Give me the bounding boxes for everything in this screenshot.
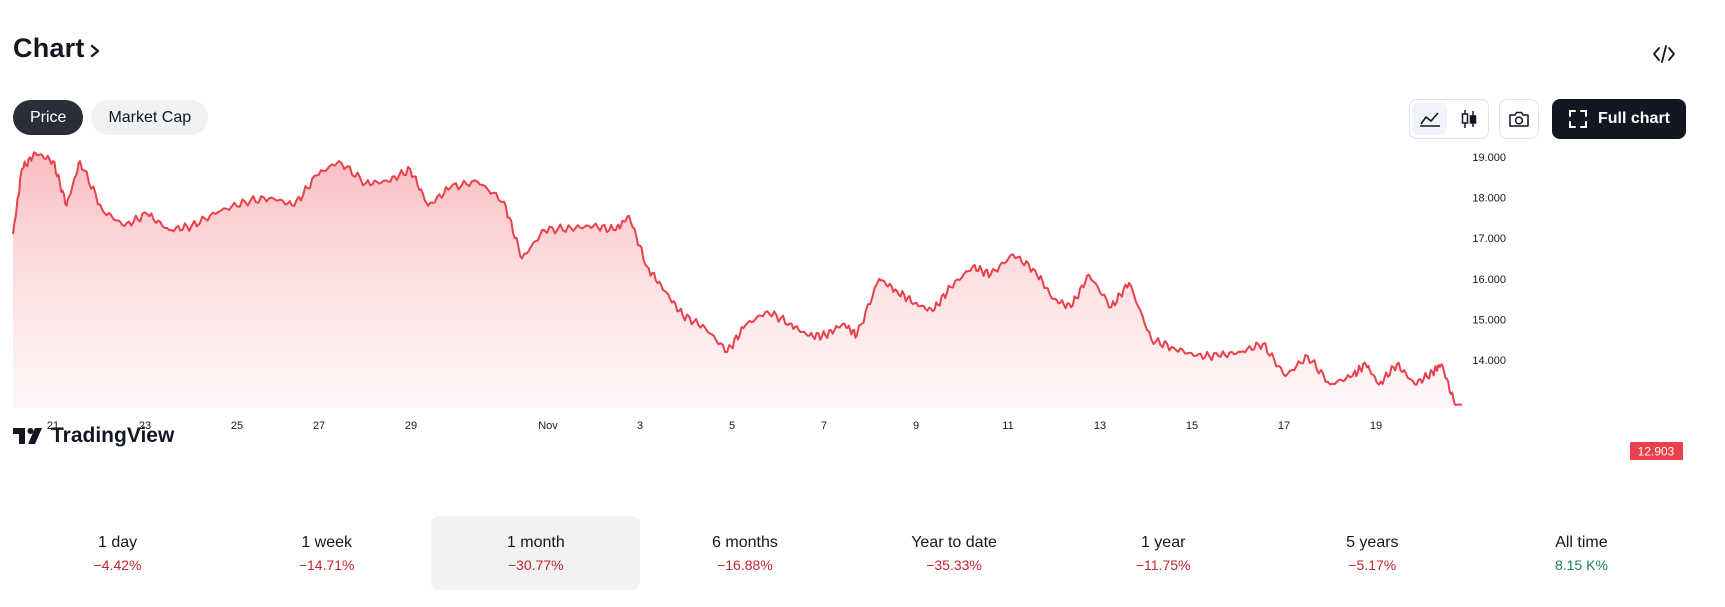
fullscreen-icon bbox=[1568, 110, 1587, 128]
period-change: −4.42% bbox=[93, 556, 142, 573]
tradingview-logo-icon bbox=[13, 428, 42, 444]
x-tick-label: 15 bbox=[1186, 420, 1198, 432]
period-change: −11.75% bbox=[1135, 556, 1191, 573]
chart-header: Chart bbox=[13, 33, 101, 64]
chart-mode-tabs: Price Market Cap bbox=[13, 100, 209, 135]
period-label: 1 day bbox=[97, 533, 138, 551]
x-tick-label: 29 bbox=[405, 420, 417, 432]
period-label: All time bbox=[1555, 533, 1608, 551]
y-tick-label: 18.000 bbox=[1472, 193, 1506, 205]
x-tick-label: 21 bbox=[47, 420, 59, 432]
period-1-year[interactable]: 1 year −11.75% bbox=[1059, 516, 1268, 590]
x-tick-label: 5 bbox=[729, 420, 735, 432]
full-chart-label: Full chart bbox=[1597, 110, 1670, 127]
period-label: 5 years bbox=[1346, 533, 1399, 551]
x-tick-label: 7 bbox=[821, 420, 827, 432]
tab-market-cap[interactable]: Market Cap bbox=[91, 100, 209, 135]
x-tick-label: 3 bbox=[637, 420, 643, 432]
period-label: 1 year bbox=[1140, 533, 1186, 551]
period-5-years[interactable]: 5 years −5.17% bbox=[1268, 516, 1477, 590]
area-chart-icon bbox=[1419, 112, 1440, 127]
page-title: Chart bbox=[13, 33, 85, 63]
y-tick-label: 17.000 bbox=[1472, 233, 1506, 245]
period-change: −35.33% bbox=[926, 556, 982, 573]
candlestick-icon bbox=[1461, 110, 1476, 128]
period-1-day[interactable]: 1 day −4.42% bbox=[13, 516, 222, 590]
screenshot-button[interactable] bbox=[1499, 99, 1539, 139]
x-axis: 21 23 25 27 29 Nov 3 5 7 9 11 13 15 17 19 bbox=[47, 420, 1382, 432]
period-all-time[interactable]: All time 8.15 K% bbox=[1477, 516, 1686, 590]
period-label: 1 month bbox=[506, 533, 565, 551]
tab-price[interactable]: Price bbox=[13, 100, 84, 135]
x-tick-label: 13 bbox=[1094, 420, 1106, 432]
full-chart-button[interactable]: Full chart bbox=[1552, 99, 1686, 139]
period-change: −30.77% bbox=[507, 556, 564, 573]
candlestick-button[interactable] bbox=[1451, 103, 1486, 135]
period-label: Year to date bbox=[911, 533, 997, 551]
y-axis: 19.000 18.000 17.000 16.000 15.000 14.000 bbox=[1472, 152, 1506, 367]
tradingview-logo-text: TradingView bbox=[51, 424, 175, 447]
period-change: −14.71% bbox=[298, 556, 355, 573]
last-value-label: 12.903 bbox=[1638, 445, 1675, 459]
x-tick-label: Nov bbox=[538, 420, 558, 432]
period-1-week[interactable]: 1 week −14.71% bbox=[222, 516, 431, 590]
x-tick-label: 11 bbox=[1002, 420, 1013, 432]
price-series-line bbox=[12, 151, 1463, 406]
period-year-to-date[interactable]: Year to date −35.33% bbox=[850, 516, 1059, 590]
y-tick-label: 15.000 bbox=[1472, 314, 1506, 326]
x-tick-label: 19 bbox=[1370, 420, 1382, 432]
x-tick-label: 23 bbox=[139, 420, 151, 432]
period-change: −5.17% bbox=[1348, 556, 1397, 573]
area-chart-button[interactable] bbox=[1412, 103, 1447, 135]
period-change: 8.15 K% bbox=[1554, 556, 1608, 573]
x-tick-label: 27 bbox=[313, 420, 325, 432]
tradingview-logo: TradingView bbox=[13, 424, 174, 448]
period-6-months[interactable]: 6 months −16.88% bbox=[640, 516, 849, 590]
embed-code-icon[interactable] bbox=[1652, 42, 1676, 66]
period-change: −16.88% bbox=[717, 556, 773, 573]
last-value-marker: 12.903 bbox=[1630, 442, 1683, 460]
x-tick-label: 9 bbox=[913, 420, 919, 432]
period-label: 1 week bbox=[301, 533, 353, 551]
y-tick-label: 14.000 bbox=[1472, 355, 1506, 367]
chevron-right-icon[interactable] bbox=[89, 43, 101, 59]
x-tick-label: 25 bbox=[231, 420, 243, 432]
chart-type-toggle bbox=[1409, 99, 1489, 139]
y-tick-label: 19.000 bbox=[1472, 152, 1506, 164]
period-label: 6 months bbox=[712, 533, 778, 551]
camera-icon bbox=[1509, 111, 1529, 127]
price-area-fill bbox=[13, 152, 1462, 408]
period-1-month[interactable]: 1 month −30.77% bbox=[431, 516, 641, 590]
x-tick-label: 17 bbox=[1278, 420, 1290, 432]
y-tick-label: 16.000 bbox=[1472, 274, 1506, 286]
period-performance-bar: 1 day −4.42% 1 week −14.71% 1 month −30.… bbox=[13, 516, 1686, 590]
